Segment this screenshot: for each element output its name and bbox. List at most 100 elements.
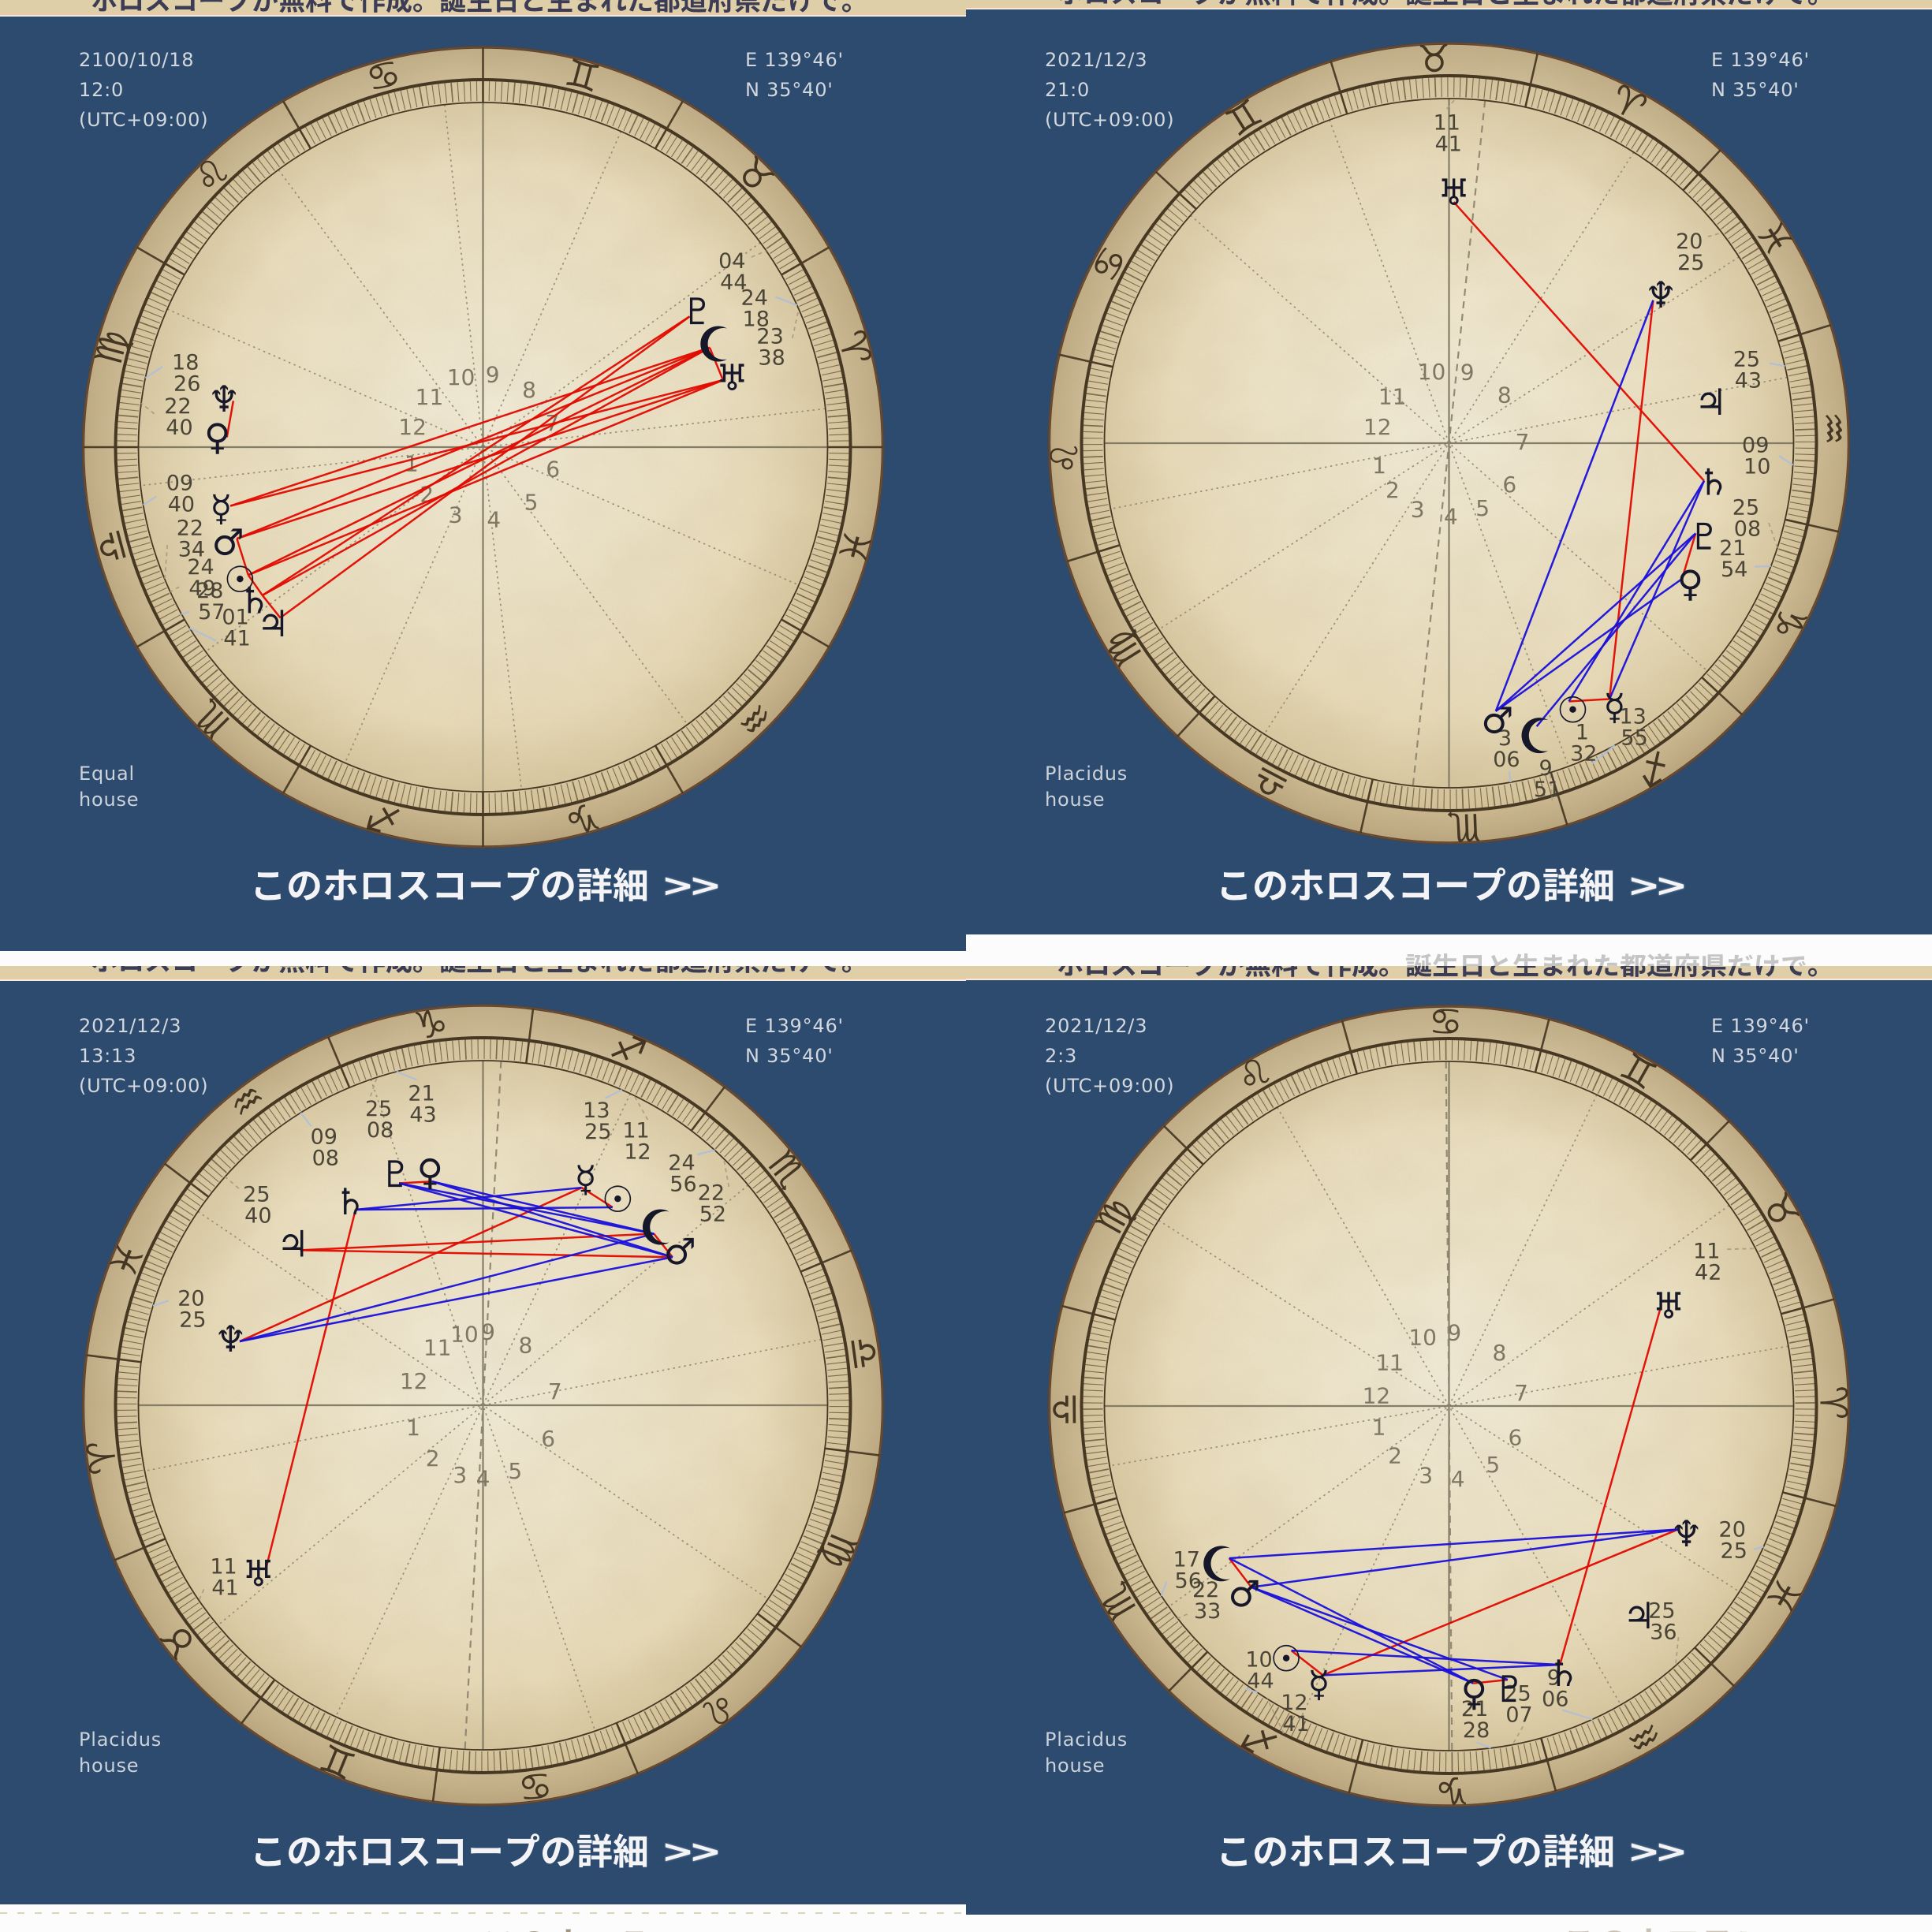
planet-glyphs: ♆♀ ☿♂☉♄♃ ♇♅ <box>204 290 748 645</box>
house-system-label: Equal house <box>79 761 139 813</box>
aspect-soft <box>355 1186 582 1211</box>
detail-link-arrows-icon[interactable]: >> <box>661 867 722 904</box>
detail-link-text[interactable] <box>1216 867 1615 905</box>
aspect-soft <box>1494 300 1654 712</box>
aspect-soft <box>239 1233 655 1343</box>
house-number-11: 11 <box>423 1335 452 1361</box>
planet-degree: 23 <box>756 324 783 349</box>
planet-minute: 28 <box>1463 1718 1490 1743</box>
aspect-hard <box>1608 300 1654 699</box>
planet-degree: 04 <box>718 249 745 274</box>
aspect-hard <box>239 1186 583 1343</box>
aspect-hard <box>236 538 250 576</box>
detail-link-text[interactable] <box>1216 1833 1615 1871</box>
horoscope-detail-link[interactable]: >> <box>966 1832 1932 1871</box>
chart-time: 2:3 <box>1045 1045 1078 1067</box>
house-system-label: Placidus house <box>1045 761 1128 813</box>
planet-neptune: ♆ <box>207 378 240 420</box>
planet-minute: 32 <box>1570 742 1597 766</box>
chart-svg: ♈♉♊♋♌♍♎♏♐♑♒♓123 4 567891011121141202525430… <box>1042 37 1856 850</box>
planet-jupiter: ♃ <box>257 602 289 645</box>
aspect-soft <box>431 1180 673 1259</box>
planet-minute: 34 <box>178 538 205 562</box>
planet-degree: 24 <box>741 286 768 311</box>
planet-degree: 09 <box>166 472 193 496</box>
chart-latitude: N 35°40' <box>745 1045 834 1067</box>
chart-wheel: ♈♉♊♋♌♍♎♏♐♑♒♓123 4 567891011121141202525430… <box>1042 37 1856 850</box>
house-system-name: Placidus <box>1045 763 1128 785</box>
planet-minute: 40 <box>168 493 195 517</box>
planet-degree: 22 <box>1192 1578 1219 1602</box>
planet-degree: 22 <box>698 1181 725 1206</box>
house-number-7: 7 <box>1514 1380 1528 1406</box>
house-number-2: 2 <box>426 1445 440 1471</box>
detail-link-arrows-icon[interactable]: >> <box>1627 867 1688 904</box>
planet-venus: ♀ <box>417 1151 444 1194</box>
chart-svg: ♈♉♊ ♋♌♍♎♏♐♑♒♓123 4 567891011122508214309082… <box>78 1001 887 1810</box>
aspect-hard <box>1568 698 1610 703</box>
horoscope-wheel: ♈ ♉ ♊ ♋ ♌ ♍ ♎ ♏ ♐ ♑ ♒ ♓ 1 2 3 4 5 6 7 8 9 10 11 12 17 56 22 33 10 44 1… <box>966 966 1932 1932</box>
planet-degree: 21 <box>1719 536 1746 561</box>
planet-degree: 24 <box>187 555 214 580</box>
banner-rule <box>0 978 966 979</box>
house-system-word: house <box>79 1755 140 1777</box>
house-system-name: Placidus <box>1045 1729 1128 1751</box>
planet-pluto: ♇ <box>379 1153 412 1195</box>
detail-link-arrows-icon[interactable]: >> <box>1627 1833 1688 1870</box>
aspect-hard <box>236 379 724 540</box>
aspect-soft <box>1229 1557 1474 1684</box>
planet-degree: 22 <box>164 394 191 419</box>
planet-uranus: ♅ <box>1652 1285 1684 1327</box>
planet-degree: 11 <box>1434 111 1460 136</box>
detail-link-text[interactable] <box>250 1833 649 1871</box>
chart-time: 21:0 <box>1045 79 1091 101</box>
house-number-1: 1 <box>1372 1415 1386 1441</box>
planet-degree: 25 <box>1732 495 1759 520</box>
planet-minute: 08 <box>312 1147 339 1171</box>
planet-degree: 10 <box>1245 1648 1272 1673</box>
house-number-5: 5 <box>524 490 539 516</box>
aspect-hard <box>580 1187 614 1209</box>
zodiac-sign-aries: ♈ <box>1811 1386 1855 1420</box>
planet-degree: 13 <box>583 1098 610 1123</box>
aspect-soft <box>1608 480 1706 699</box>
planet-glyphs: ♅ ♆ ♃ ♄ ♇♀ ☿ ☉ ♂ <box>1438 171 1729 754</box>
planet-minute: 06 <box>1542 1688 1568 1712</box>
planet-moon <box>1521 718 1549 754</box>
planet-degree: 11 <box>210 1554 237 1579</box>
planet-minute: 41 <box>211 1576 238 1600</box>
planet-pluto: ♇ <box>1494 1668 1526 1710</box>
house-number-9: 9 <box>481 1319 495 1345</box>
axis-lines <box>138 1061 828 1750</box>
detail-link-text[interactable] <box>250 867 649 905</box>
section-bottom-gap <box>966 1915 1932 1932</box>
planet-pluto: ♇ <box>1688 516 1721 558</box>
chart-latitude: N 35°40' <box>1711 79 1800 101</box>
chart-datetime: 2021/12/3 2:3 (UTC+09:00) <box>1045 1011 1174 1101</box>
planet-degree: 18 <box>172 351 199 375</box>
horoscope-detail-link[interactable]: >> <box>0 1832 966 1871</box>
aspect-soft <box>1229 1528 1679 1560</box>
chart-utc-offset: (UTC+09:00) <box>1045 109 1175 131</box>
planet-minute: 55 <box>1621 725 1647 750</box>
planet-minute: 25 <box>1677 251 1704 275</box>
planet-minute: 07 <box>1505 1703 1532 1728</box>
house-number-1: 1 <box>406 1415 420 1441</box>
detail-link-arrows-icon[interactable]: >> <box>661 1833 722 1870</box>
planet-minute: 51 <box>1534 778 1561 802</box>
aspect-hard <box>226 401 235 438</box>
horoscope-detail-link[interactable]: >> <box>966 866 1932 905</box>
planet-saturn: ♄ <box>334 1180 367 1223</box>
planet-degree: 20 <box>1719 1518 1746 1542</box>
next-section-heading-tips <box>481 1926 643 1932</box>
house-number-3: 3 <box>1411 497 1425 523</box>
aspect-hard <box>229 379 724 507</box>
horoscope-detail-link[interactable]: >> <box>0 866 966 905</box>
planet-degree: 11 <box>622 1118 649 1143</box>
headline-text <box>1057 966 1834 977</box>
chart-date: 2021/12/3 <box>79 1015 182 1037</box>
